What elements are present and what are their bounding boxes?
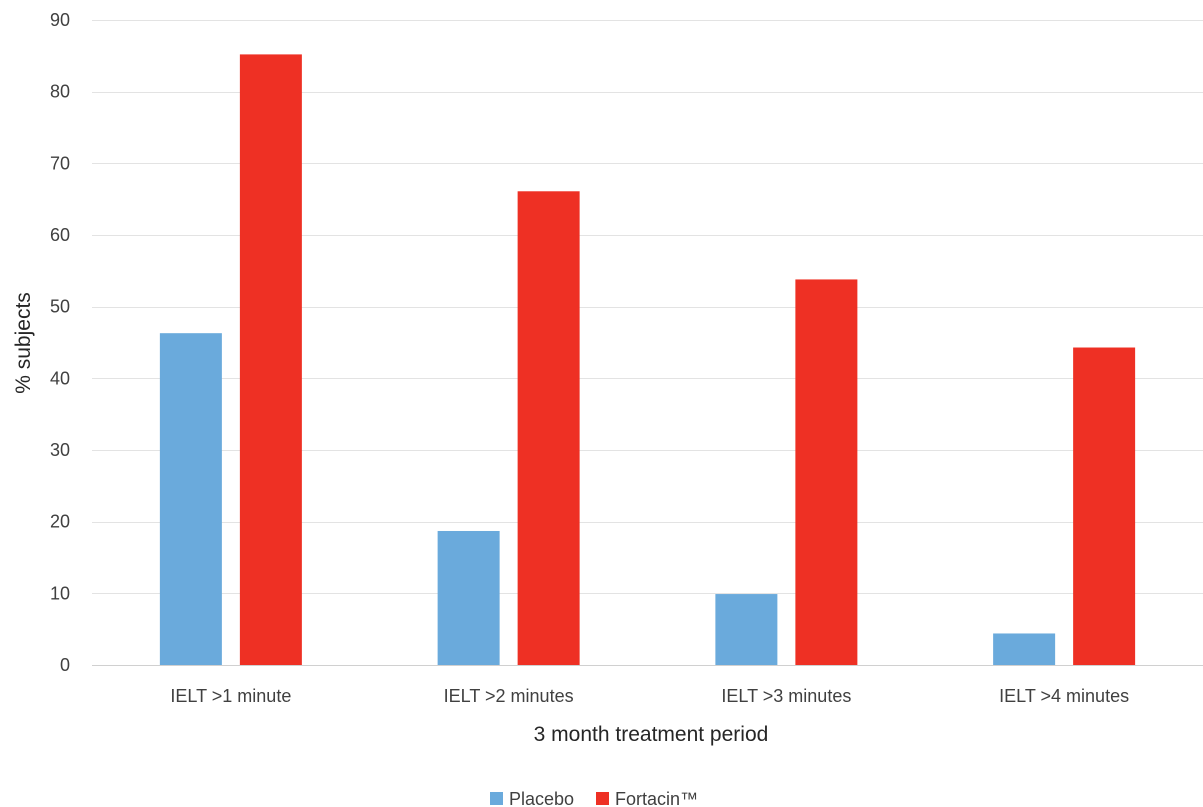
- y-tick-label: 50: [50, 297, 70, 317]
- x-tick-label: IELT >2 minutes: [444, 686, 574, 706]
- bar-placebo: [993, 633, 1056, 665]
- bar-fortacin: [239, 54, 302, 665]
- legend-label: Placebo: [509, 789, 574, 807]
- y-tick-label: 30: [50, 440, 70, 460]
- x-tick-label: IELT >4 minutes: [999, 686, 1129, 706]
- y-axis-title: % subjects: [12, 292, 35, 394]
- legend-label: Fortacin™: [615, 789, 698, 807]
- y-tick-label: 0: [60, 655, 70, 675]
- bar-fortacin: [517, 191, 580, 666]
- bar-fortacin: [1073, 347, 1136, 665]
- y-tick-label: 40: [50, 368, 70, 388]
- bar-placebo: [437, 530, 500, 665]
- bars: [159, 54, 1136, 666]
- y-tick-label: 70: [50, 153, 70, 173]
- y-tick-label: 60: [50, 225, 70, 245]
- x-axis-ticks: IELT >1 minute IELT >2 minutes IELT >3 min…: [170, 686, 1129, 706]
- y-tick-label: 20: [50, 512, 70, 532]
- y-tick-label: 10: [50, 583, 70, 603]
- bar-placebo: [159, 333, 222, 665]
- y-axis-ticks: 0 10 20 30 40 50 60 70 80 90: [50, 10, 70, 675]
- legend: Placebo Fortacin™: [490, 789, 698, 807]
- y-tick-label: 90: [50, 10, 70, 30]
- x-tick-label: IELT >3 minutes: [721, 686, 851, 706]
- legend-swatch: [596, 792, 609, 805]
- x-tick-label: IELT >1 minute: [170, 686, 291, 706]
- y-tick-label: 80: [50, 82, 70, 102]
- bar-fortacin: [795, 279, 858, 665]
- bar-placebo: [715, 594, 778, 665]
- x-axis-title: 3 month treatment period: [534, 723, 769, 746]
- legend-swatch: [490, 792, 503, 805]
